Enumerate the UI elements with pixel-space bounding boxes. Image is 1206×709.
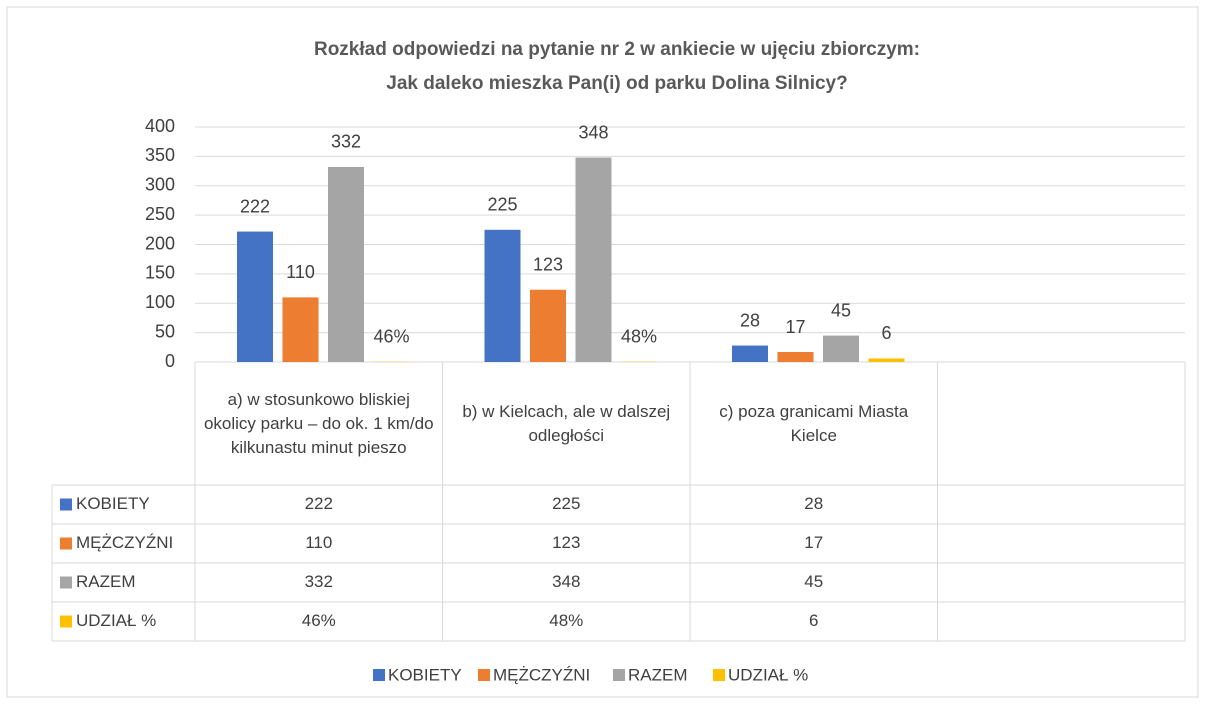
data-label: 332: [331, 132, 361, 152]
legend-key: [373, 669, 385, 681]
x-tick-label-box: c) poza granicami Miasta Kielce: [690, 362, 938, 485]
bar: [485, 230, 521, 362]
y-tick-label: 350: [145, 145, 175, 165]
bar: [283, 297, 319, 362]
bar: [576, 158, 612, 362]
y-tick-label: 0: [165, 351, 175, 371]
bar: [778, 352, 814, 362]
table-row-header: UDZIAŁ %: [76, 611, 156, 630]
data-label: 28: [740, 310, 760, 330]
chart-subtitle: Jak daleko mieszka Pan(i) od parku Dolin…: [386, 73, 847, 94]
bar: [823, 336, 859, 362]
table-cell: 46%: [302, 611, 336, 630]
table-cell: 45: [804, 572, 823, 591]
data-label: 6: [881, 323, 891, 343]
table-cell: 110: [305, 533, 332, 552]
legend-key: [478, 669, 490, 681]
bar: [237, 232, 273, 362]
table-legend-key: [60, 616, 72, 628]
table-cell: 28: [804, 494, 823, 513]
table-legend-key: [60, 577, 72, 589]
legend-label: RAZEM: [628, 665, 688, 684]
table-row-header: RAZEM: [76, 572, 136, 591]
bar: [732, 346, 768, 362]
bar: [869, 358, 905, 362]
legend-label: UDZIAŁ %: [728, 665, 808, 684]
data-label: 110: [286, 262, 315, 282]
x-tick-label-box: b) w Kielcach, ale w dalszej odległości: [443, 362, 691, 485]
legend-key: [613, 669, 625, 681]
x-tick-label: b) w Kielcach, ale w dalszej odległości: [443, 362, 691, 485]
x-tick-label: c) poza granicami Miasta Kielce: [690, 362, 938, 485]
table-cell: 6: [809, 611, 818, 630]
y-tick-label: 200: [145, 233, 175, 253]
x-tick-label: a) w stosunkowo bliskiej okolicy parku –…: [195, 362, 443, 485]
data-label: 348: [578, 122, 608, 142]
y-tick-label: 250: [145, 204, 175, 224]
x-tick-label-box: [938, 362, 1186, 485]
legend-label: KOBIETY: [388, 665, 462, 684]
table-row-header: KOBIETY: [76, 494, 150, 513]
table-row-header: MĘŻCZYŹNI: [76, 533, 173, 552]
table-cell: 332: [305, 572, 333, 591]
table-cell: 348: [552, 572, 580, 591]
table-cell: 123: [552, 533, 580, 552]
legend-label: MĘŻCZYŹNI: [493, 665, 590, 684]
chart-title: Rozkład odpowiedzi na pytanie nr 2 w ank…: [314, 39, 920, 60]
x-tick-label-box: a) w stosunkowo bliskiej okolicy parku –…: [195, 362, 443, 485]
data-label: 222: [240, 196, 270, 216]
table-cell: 225: [552, 494, 580, 513]
data-label: 45: [831, 300, 851, 320]
x-tick-label: [938, 362, 1186, 485]
bar: [530, 290, 566, 362]
y-tick-label: 300: [145, 175, 175, 195]
y-tick-label: 50: [155, 321, 175, 341]
data-label: 46%: [373, 326, 409, 346]
table-legend-key: [60, 499, 72, 511]
data-label: 48%: [621, 326, 657, 346]
y-tick-label: 400: [145, 116, 175, 136]
legend-key: [713, 669, 725, 681]
data-label: 123: [533, 254, 563, 274]
table-legend-key: [60, 538, 72, 550]
data-label: 17: [785, 317, 805, 337]
y-tick-label: 100: [145, 292, 175, 312]
data-label: 225: [487, 195, 517, 215]
y-tick-label: 150: [145, 263, 175, 283]
table-cell: 17: [804, 533, 823, 552]
table-cell: 222: [305, 494, 333, 513]
bar: [328, 167, 364, 362]
table-cell: 48%: [549, 611, 583, 630]
